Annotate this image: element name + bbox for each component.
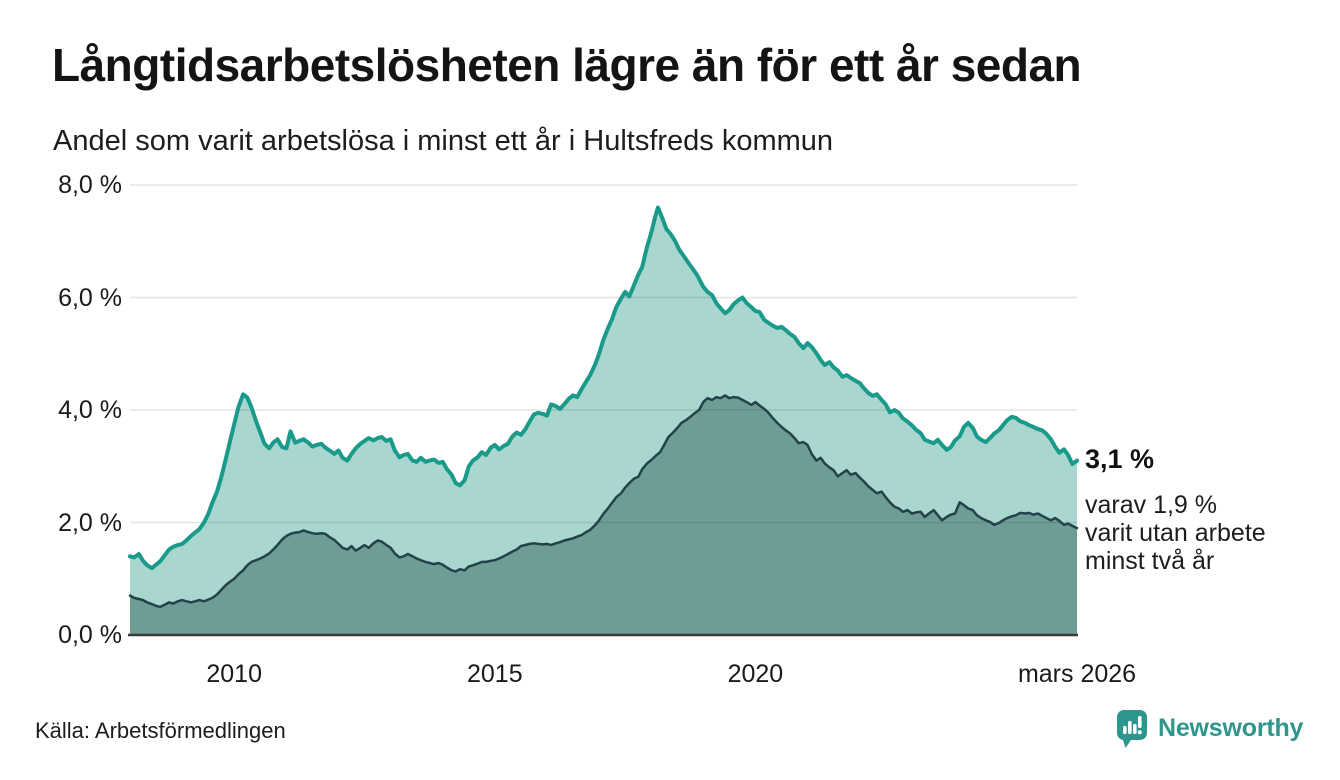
series-end-detail-label: varav 1,9 % varit utan arbete minst två … <box>1085 491 1266 575</box>
series-line-one_year <box>128 205 1079 571</box>
x-tick-label-2010: 2010 <box>206 660 262 688</box>
x-tick-label-mars-2026: mars 2026 <box>1017 660 1137 688</box>
y-tick-label-8,0%: 8,0 % <box>58 171 122 199</box>
detail-line-1: varav 1,9 % <box>1085 491 1218 519</box>
series-line-two_years <box>128 394 1079 609</box>
series-end-value-label: 3,1 % <box>1085 444 1155 474</box>
detail-line-2: varit utan arbete <box>1085 519 1266 547</box>
x-tick-label-2020: 2020 <box>727 660 784 688</box>
chart-subtitle: Andel som varit arbetslösa i minst ett å… <box>53 125 834 157</box>
y-tick-label-6,0%: 6,0 % <box>58 283 122 312</box>
page-title: Långtidsarbetslösheten lägre än för ett … <box>52 39 1082 91</box>
x-tick-label-2015: 2015 <box>466 660 523 688</box>
newsworthy-logo: Newsworthy <box>1116 707 1303 753</box>
y-tick-label-0,0%: 0,0 % <box>58 621 122 649</box>
y-tick-label-4,0%: 4,0 % <box>58 396 122 424</box>
newsworthy-wordmark: Newsworthy <box>1158 714 1304 742</box>
y-tick-label-2,0%: 2,0 % <box>58 508 122 537</box>
newsworthy-bubble-chart-icon <box>1117 710 1147 748</box>
detail-line-3: minst två år <box>1085 547 1215 575</box>
source-credit: Källa: Arbetsförmedlingen <box>35 718 286 743</box>
